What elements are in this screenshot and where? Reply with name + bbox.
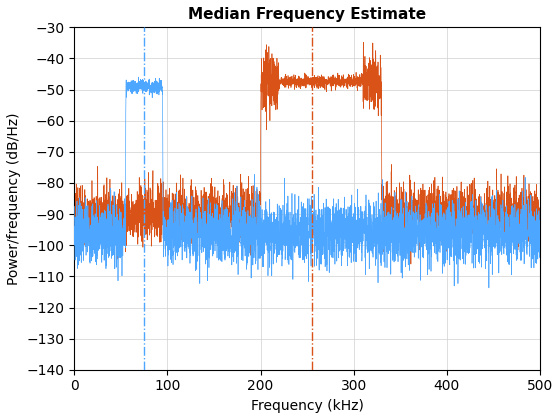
X-axis label: Frequency (kHz): Frequency (kHz) bbox=[251, 399, 363, 413]
Y-axis label: Power/frequency (dB/Hz): Power/frequency (dB/Hz) bbox=[7, 112, 21, 285]
Title: Median Frequency Estimate: Median Frequency Estimate bbox=[188, 7, 426, 22]
